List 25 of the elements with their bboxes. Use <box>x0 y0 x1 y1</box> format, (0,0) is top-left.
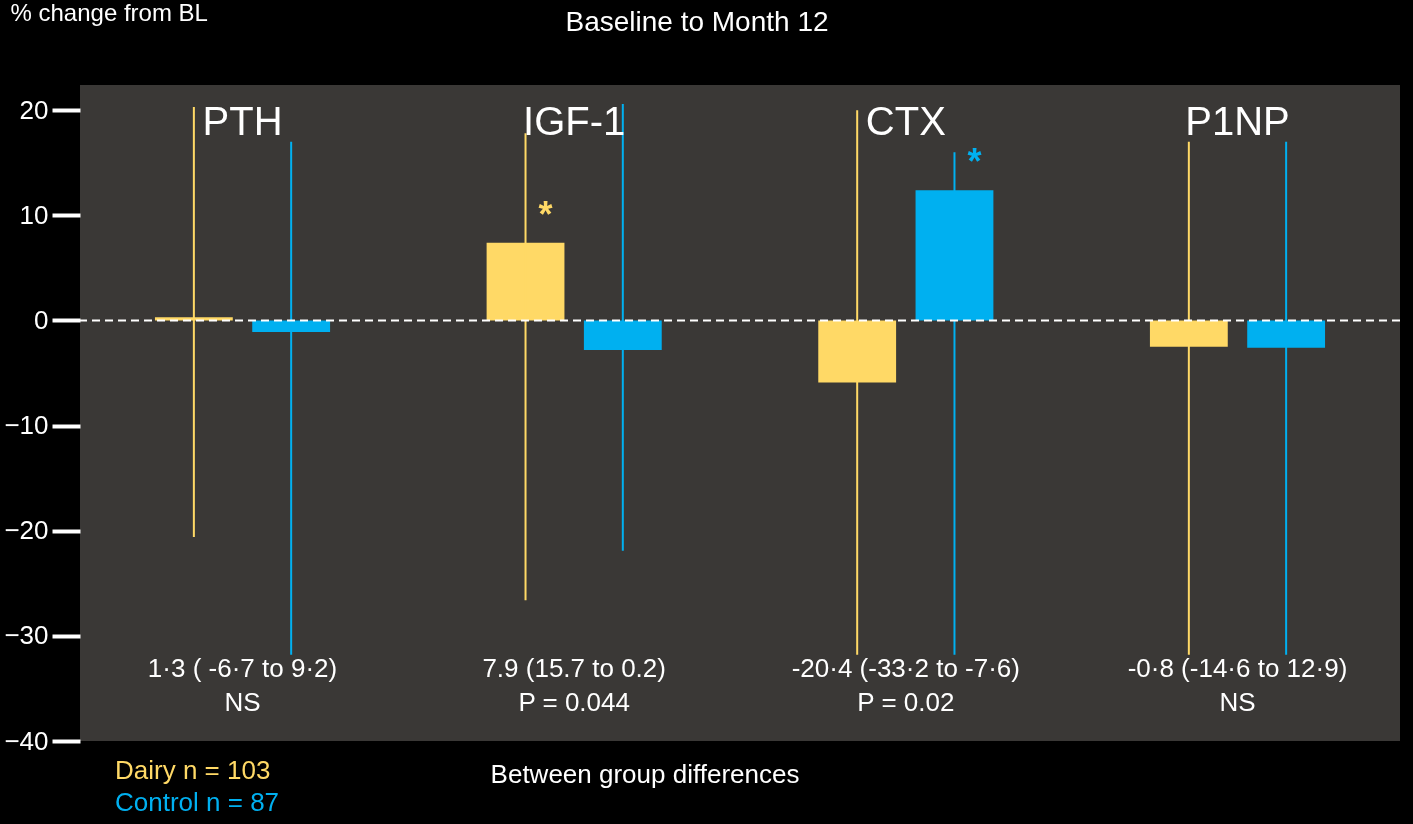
y-tick-label: −40 <box>4 725 49 756</box>
y-tick-label: −20 <box>4 515 49 546</box>
annotation: -0·8 (-14·6 to 12·9) <box>1127 653 1348 683</box>
data-label: * <box>538 193 553 235</box>
y-tick-label: 20 <box>19 94 49 125</box>
y-tick-label: −30 <box>4 620 49 651</box>
text: Dairy n = 103 <box>115 755 271 785</box>
y-tick-label: 0 <box>34 304 49 335</box>
annotation: NS <box>224 687 261 717</box>
chart-title: Baseline to Month 12 <box>565 6 829 37</box>
y-tick-label: −10 <box>4 410 49 441</box>
annotation: NS <box>1219 687 1256 717</box>
annotation: 7.9 (15.7 to 0.2) <box>482 653 666 683</box>
text: Control n = 87 <box>115 787 280 817</box>
y-axis-title: % change from BL <box>10 0 208 26</box>
annotation: -20·4 (-33·2 to -7·6) <box>791 653 1020 683</box>
annotation: P = 0.02 <box>857 687 955 717</box>
x-tick-label: PTH <box>202 99 283 143</box>
x-tick-label: P1NP <box>1185 99 1290 143</box>
annotation: P = 0.044 <box>518 687 630 717</box>
y-tick-label: 10 <box>19 199 49 230</box>
annotation: 1·3 ( -6·7 to 9·2) <box>147 653 338 683</box>
data-label: * <box>967 141 982 183</box>
x-tick-label: CTX <box>865 99 946 143</box>
text: Between group differences <box>490 759 800 789</box>
